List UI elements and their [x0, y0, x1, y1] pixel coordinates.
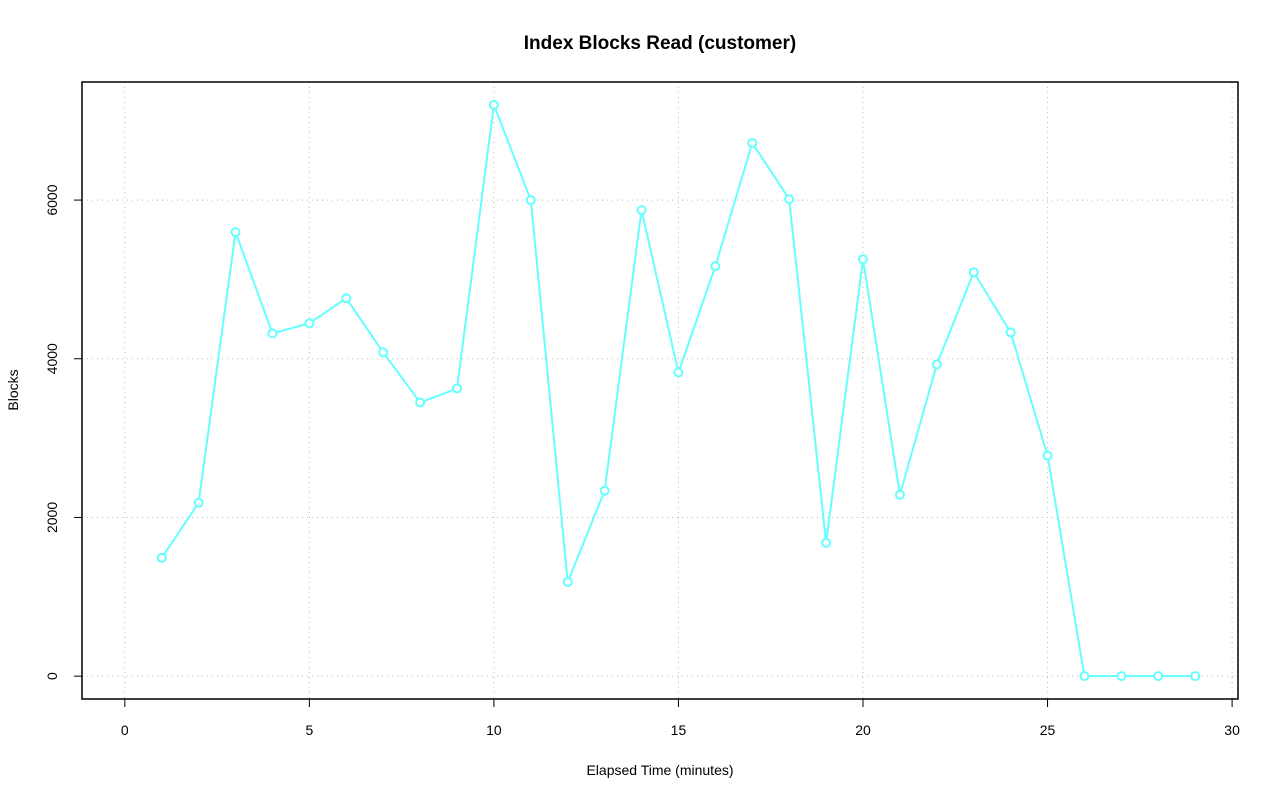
point — [1079, 671, 1090, 682]
x-tick-label: 15 — [671, 722, 687, 738]
x-tick-label: 25 — [1040, 722, 1056, 738]
point — [636, 205, 647, 216]
point — [304, 318, 315, 329]
point — [451, 383, 462, 394]
x-tick-label: 10 — [486, 722, 502, 738]
point — [341, 293, 352, 304]
point — [267, 328, 278, 339]
point — [1153, 671, 1164, 682]
point — [415, 397, 426, 408]
point — [968, 267, 979, 278]
line — [160, 104, 1196, 678]
point — [931, 359, 942, 370]
x-tick-label: 5 — [305, 722, 313, 738]
point — [599, 485, 610, 496]
y-tick-label: 6000 — [44, 184, 60, 215]
x-axis-label: Elapsed Time (minutes) — [586, 762, 733, 778]
point — [378, 347, 389, 358]
point — [193, 497, 204, 508]
plot-border — [81, 81, 1239, 700]
x-tick-label: 20 — [855, 722, 871, 738]
chart-title: Index Blocks Read (customer) — [524, 33, 796, 54]
point — [562, 576, 573, 587]
point — [1116, 671, 1127, 682]
point — [821, 537, 832, 548]
point — [673, 367, 684, 378]
point — [710, 261, 721, 272]
point — [488, 99, 499, 110]
point — [156, 552, 167, 563]
point — [230, 227, 241, 238]
y-tick-label: 2000 — [44, 502, 60, 533]
point — [1042, 450, 1053, 461]
y-tick-label: 4000 — [44, 343, 60, 374]
point — [1190, 671, 1201, 682]
y-tick-label: 0 — [44, 672, 60, 680]
point — [747, 137, 758, 148]
x-tick-label: 0 — [121, 722, 129, 738]
point — [784, 194, 795, 205]
x-tick-label: 30 — [1224, 722, 1240, 738]
point — [525, 195, 536, 206]
point — [1005, 327, 1016, 338]
y-axis-label: Blocks — [5, 369, 21, 410]
point — [858, 254, 869, 265]
point — [894, 489, 905, 500]
